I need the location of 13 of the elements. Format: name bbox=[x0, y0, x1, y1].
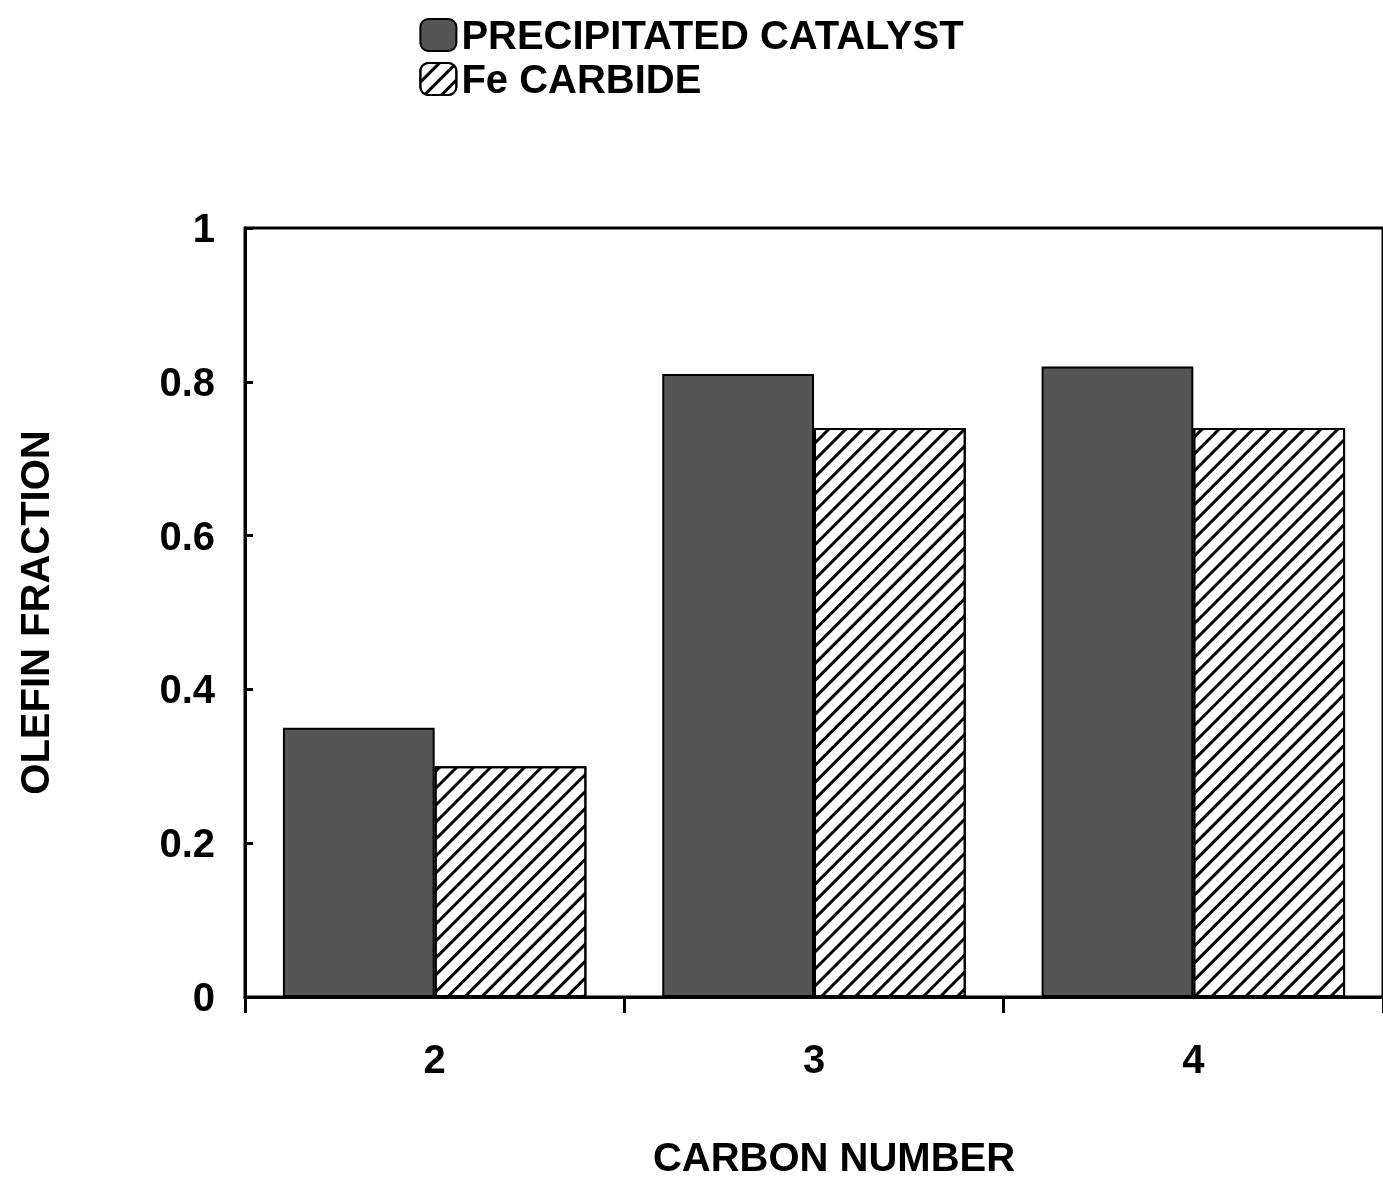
y-tick-label: 0.8 bbox=[159, 359, 215, 404]
x-tick-label: 4 bbox=[1182, 1037, 1206, 1081]
y-tick-label: 1 bbox=[192, 206, 215, 250]
y-axis-title: OLEFIN FRACTION bbox=[13, 430, 57, 795]
y-tick-label: 0.2 bbox=[159, 821, 215, 866]
x-axis-title: CARBON NUMBER bbox=[652, 1135, 1016, 1179]
legend-label: PRECIPITATED CATALYST bbox=[461, 13, 964, 57]
y-tick-label: 0.4 bbox=[159, 667, 216, 712]
x-tick-label: 3 bbox=[802, 1037, 826, 1081]
legend-label: Fe CARBIDE bbox=[461, 57, 702, 101]
x-tick-label: 2 bbox=[423, 1037, 446, 1081]
y-tick-label: 0 bbox=[192, 975, 215, 1019]
y-tick-label: 0.6 bbox=[159, 513, 215, 558]
